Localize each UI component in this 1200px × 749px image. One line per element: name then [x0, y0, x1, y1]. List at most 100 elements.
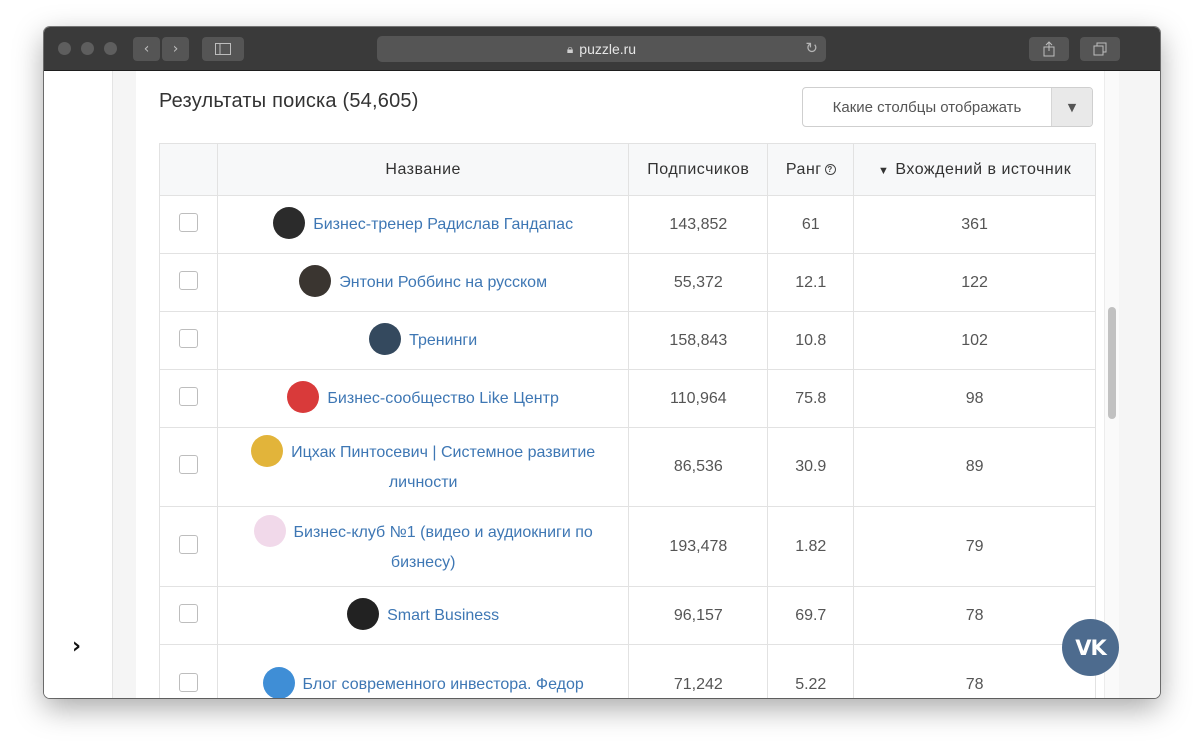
- occurrences-cell: 98: [853, 369, 1096, 428]
- table-row[interactable]: Ицхак Пинтосевич | Системное развитие ли…: [159, 427, 1096, 507]
- share-button[interactable]: [1029, 37, 1069, 61]
- tabs-icon: [1093, 42, 1107, 56]
- tabs-overview-button[interactable]: [1080, 37, 1120, 61]
- avatar: [287, 380, 320, 413]
- row-checkbox[interactable]: [178, 672, 198, 692]
- channel-name[interactable]: Ицхак Пинтосевич | Системное развитие ли…: [291, 444, 596, 491]
- row-checkbox[interactable]: [178, 212, 198, 232]
- browser-toolbar: ‹ › 🔒︎ puzzle.ru ↻: [44, 27, 1160, 71]
- reload-icon[interactable]: ↻: [805, 40, 818, 57]
- row-select-cell: [159, 253, 218, 312]
- row-checkbox[interactable]: [178, 328, 198, 348]
- table-row[interactable]: Энтони Роббинс на русском 55,372 12.1 122: [159, 253, 1096, 312]
- channel-link[interactable]: Энтони Роббинс на русском: [230, 264, 616, 299]
- name-column-header[interactable]: Название: [216, 143, 630, 196]
- lock-icon: 🔒︎: [566, 41, 574, 56]
- columns-select-label: Какие столбцы отображать: [832, 98, 1022, 116]
- rank-header-label: Ранг: [785, 160, 822, 178]
- forward-button[interactable]: ›: [162, 37, 189, 61]
- channel-name-cell: Ицхак Пинтосевич | Системное развитие ли…: [216, 427, 630, 507]
- left-panel: ›: [44, 71, 113, 698]
- row-checkbox[interactable]: [178, 270, 198, 290]
- scrollbar[interactable]: [1104, 71, 1119, 698]
- occurrences-cell: 361: [853, 195, 1096, 254]
- avatar: [369, 322, 402, 355]
- row-select-cell: [159, 195, 218, 254]
- channel-name-cell: Тренинги: [216, 311, 630, 370]
- table-row[interactable]: Бизнес-клуб №1 (видео и аудиокниги по би…: [159, 506, 1096, 587]
- subscribers-cell: 158,843: [628, 311, 769, 370]
- row-checkbox[interactable]: [178, 386, 198, 406]
- rank-cell: 1.82: [767, 506, 855, 587]
- channel-link[interactable]: Бизнес-сообщество Like Центр: [230, 380, 616, 415]
- channel-link[interactable]: Smart Business: [230, 597, 616, 632]
- channel-link[interactable]: Блог современного инвестора. Федор: [230, 666, 616, 698]
- channel-name-cell: Блог современного инвестора. Федор: [216, 644, 630, 698]
- channel-name[interactable]: Бизнес-сообщество Like Центр: [327, 389, 559, 407]
- channel-name[interactable]: Тренинги: [409, 331, 478, 349]
- chevron-right-icon[interactable]: ›: [72, 634, 82, 659]
- channel-link[interactable]: Ицхак Пинтосевич | Системное развитие ли…: [230, 435, 616, 497]
- channel-name-cell: Бизнес-тренер Радислав Гандапас: [216, 195, 630, 254]
- page-viewport: › Результаты поиска (54,605) Какие столб…: [44, 71, 1160, 698]
- avatar: [253, 514, 286, 547]
- channel-name[interactable]: Блог современного инвестора. Федор: [302, 675, 584, 693]
- row-select-cell: [159, 369, 218, 428]
- subscribers-cell: 110,964: [628, 369, 769, 428]
- results-title: Результаты поиска (54,605): [159, 90, 419, 112]
- row-checkbox[interactable]: [178, 603, 198, 623]
- row-select-cell: [159, 586, 218, 645]
- channel-name[interactable]: Бизнес-клуб №1 (видео и аудиокниги по би…: [293, 523, 593, 571]
- channel-link[interactable]: Бизнес-тренер Радислав Гандапас: [230, 206, 616, 241]
- sidebar-icon: [215, 43, 231, 55]
- columns-select[interactable]: Какие столбцы отображать ▼: [802, 87, 1093, 127]
- row-select-cell: [159, 311, 218, 370]
- channel-link[interactable]: Бизнес-клуб №1 (видео и аудиокниги по би…: [230, 514, 616, 577]
- row-select-cell: [159, 427, 218, 507]
- channel-name-cell: Бизнес-клуб №1 (видео и аудиокниги по би…: [216, 506, 630, 587]
- avatar: [262, 666, 295, 698]
- share-icon: [1043, 41, 1055, 57]
- rank-cell: 61: [767, 195, 855, 254]
- avatar: [273, 206, 306, 239]
- channel-name[interactable]: Бизнес-тренер Радислав Гандапас: [313, 215, 574, 233]
- channel-name-cell: Энтони Роббинс на русском: [216, 253, 630, 312]
- results-table: Название Подписчиков Ранг? ▼ Вхождений в …: [159, 143, 1096, 698]
- vk-logo-icon: VK: [1075, 635, 1107, 660]
- channel-name[interactable]: Энтони Роббинс на русском: [339, 273, 548, 291]
- channel-name[interactable]: Smart Business: [387, 606, 500, 624]
- minimize-window-button[interactable]: [81, 42, 94, 55]
- subscribers-cell: 86,536: [628, 427, 769, 507]
- scrollbar-thumb[interactable]: [1108, 307, 1116, 419]
- zoom-window-button[interactable]: [104, 42, 117, 55]
- table-row[interactable]: Блог современного инвестора. Федор 71,242…: [159, 644, 1096, 698]
- chevron-left-icon: ‹: [143, 41, 150, 57]
- table-row[interactable]: Бизнес-сообщество Like Центр 110,964 75.8 9…: [159, 369, 1096, 428]
- occurrences-cell: 89: [853, 427, 1096, 507]
- row-checkbox[interactable]: [178, 455, 198, 474]
- rank-column-header[interactable]: Ранг?: [767, 143, 855, 196]
- url-text: puzzle.ru: [579, 41, 637, 57]
- table-row[interactable]: Бизнес-тренер Радислав Гандапас 143,852 61…: [159, 195, 1096, 254]
- address-bar[interactable]: 🔒︎ puzzle.ru ↻: [377, 36, 826, 62]
- channel-name-cell: Бизнес-сообщество Like Центр: [216, 369, 630, 428]
- table-row[interactable]: Тренинги 158,843 10.8 102: [159, 311, 1096, 370]
- help-icon[interactable]: ?: [824, 163, 836, 175]
- avatar: [251, 435, 284, 467]
- rank-cell: 5.22: [767, 644, 855, 698]
- select-column-header: [159, 143, 218, 196]
- occurrences-cell: 79: [853, 506, 1096, 587]
- sidebar-toggle-button[interactable]: [202, 37, 244, 61]
- vk-button[interactable]: VK: [1062, 619, 1119, 676]
- caret-down-icon[interactable]: ▼: [1051, 88, 1092, 126]
- back-button[interactable]: ‹: [133, 37, 160, 61]
- row-checkbox[interactable]: [178, 534, 198, 554]
- subscribers-cell: 71,242: [628, 644, 769, 698]
- occurrences-column-header[interactable]: ▼ Вхождений в источник: [853, 143, 1096, 196]
- channel-link[interactable]: Тренинги: [230, 322, 616, 357]
- close-window-button[interactable]: [58, 42, 71, 55]
- occurrences-cell: 78: [853, 644, 1096, 698]
- subscribers-column-header[interactable]: Подписчиков: [628, 143, 769, 196]
- chevron-right-icon: ›: [172, 41, 179, 57]
- table-row[interactable]: Smart Business 96,157 69.7 78: [159, 586, 1096, 645]
